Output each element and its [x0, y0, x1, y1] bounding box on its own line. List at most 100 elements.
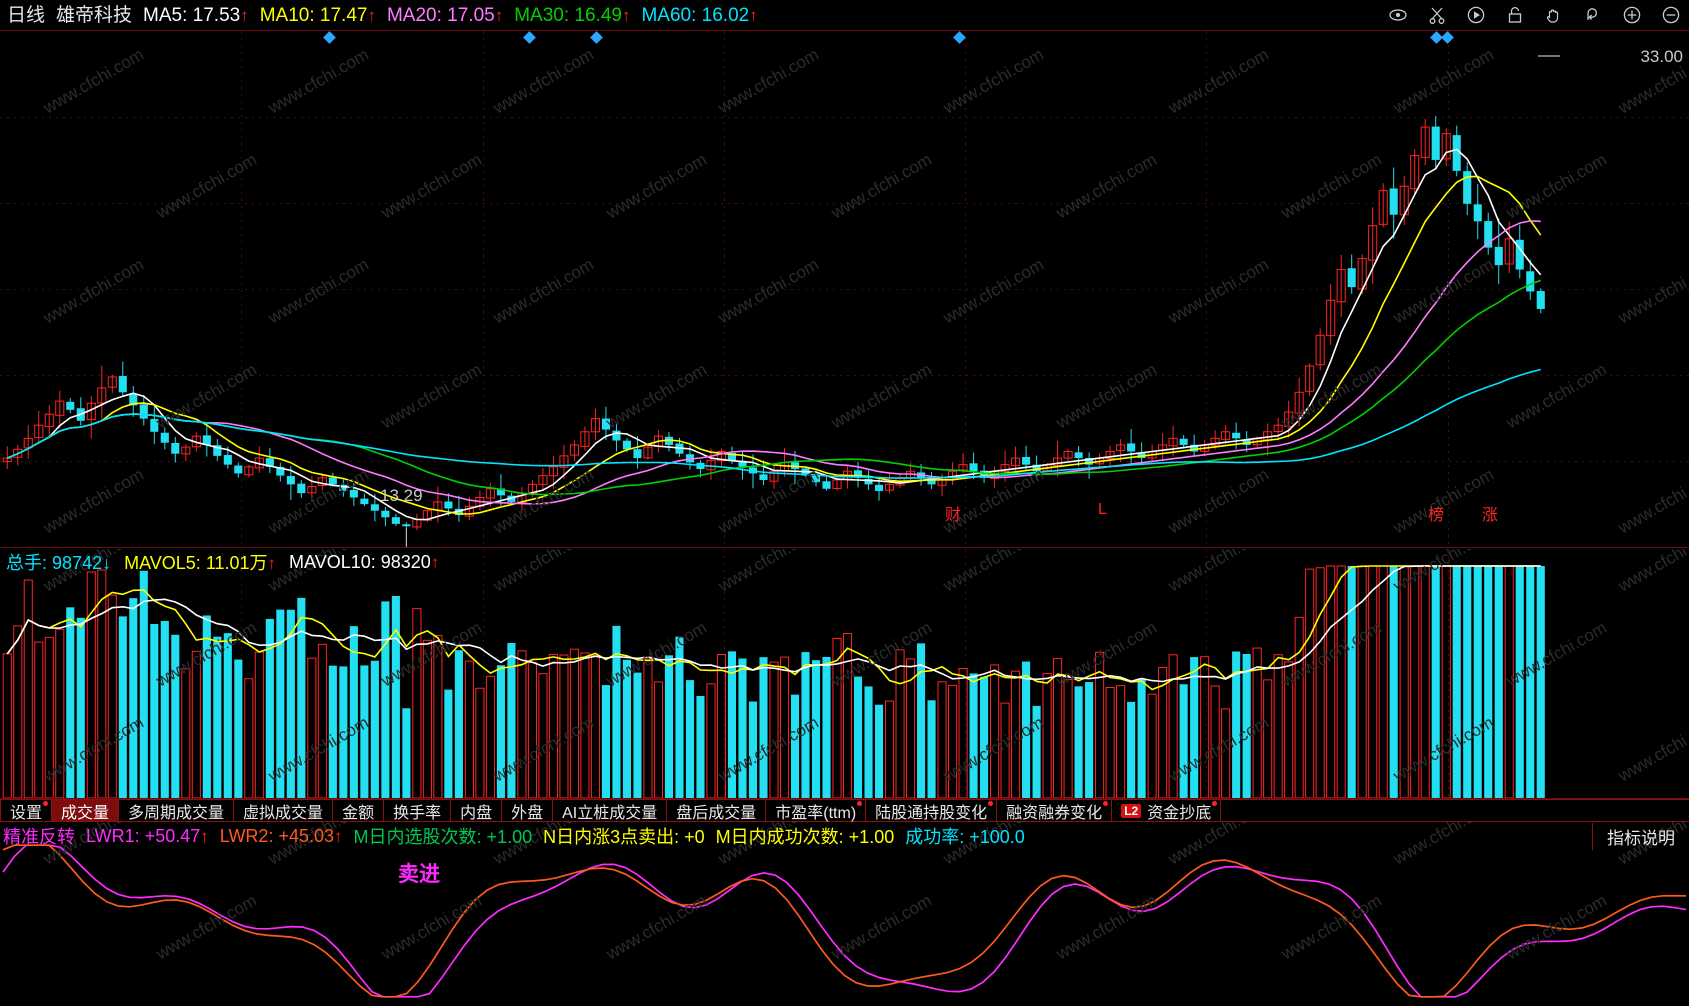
tab-label: 换手率	[393, 804, 442, 822]
lwr-chart-canvas[interactable]: www.cfchi.com www.cfchi.com www.cfchi.com w…	[0, 822, 1689, 1006]
ma30-arrow: ↑	[621, 5, 631, 25]
tab-13[interactable]: L2 资金抄底	[1112, 800, 1222, 822]
tab-8[interactable]: AI立桩成交量	[553, 800, 668, 822]
unlock-icon[interactable]	[1505, 5, 1525, 25]
lwr1-readout: LWR1: +50.47↑	[86, 826, 209, 847]
mavol5-readout: MAVOL5: 11.01万↑	[124, 549, 276, 575]
zoom-in-icon[interactable]	[1622, 5, 1642, 25]
chart-annotation: L	[1098, 501, 1107, 518]
ma60-value: 16.02	[701, 4, 750, 26]
volume-header: 总手: 98742↓ MAVOL5: 11.01万↑ MAVOL10: 9832…	[0, 549, 1689, 575]
success-rate-readout: 成功率: +100.0	[905, 823, 1025, 849]
lwr2-value: +45.03	[278, 825, 335, 846]
n-day-sell-value: +0	[684, 827, 705, 847]
tab-label: 盘后成交量	[676, 804, 757, 822]
ma60-readout: MA60: 16.02↑	[641, 6, 757, 25]
chart-annotation: 榜	[1428, 507, 1445, 524]
lwr1-arrow: ↑	[200, 826, 209, 846]
ma10-value: 17.47	[319, 4, 368, 26]
n-day-sell-readout: N日内涨3点卖出: +0	[543, 823, 705, 849]
tab-4[interactable]: 金额	[333, 800, 385, 822]
tab-label: 设置	[10, 804, 43, 822]
ma20-readout: MA20: 17.05↑	[387, 6, 503, 25]
tab-label: 多周期成交量	[128, 804, 225, 822]
mavol5-label: MAVOL5:	[124, 553, 201, 573]
tab-12[interactable]: 融资融券变化	[997, 800, 1113, 822]
lwr-indicator-pane[interactable]: www.cfchi.com www.cfchi.com www.cfchi.com w…	[0, 822, 1689, 1006]
undo-icon[interactable]	[1583, 5, 1603, 25]
tab-label: 资金抄底	[1147, 804, 1212, 822]
price-chart-canvas[interactable]: www.cfchi.com www.cfchi.com www.cfchi.com w…	[0, 31, 1689, 547]
scissors-icon[interactable]	[1427, 5, 1447, 25]
tab-10[interactable]: 市盈率(ttm)	[766, 800, 867, 822]
mavol10-value: 98320	[380, 551, 431, 572]
mavol10-arrow: ↑	[430, 552, 440, 572]
tab-notification-dot	[1212, 801, 1218, 806]
period-label[interactable]: 日线	[7, 4, 46, 26]
tab-label: 陆股通持股变化	[875, 804, 988, 822]
tab-1[interactable]: 成交量	[52, 800, 120, 822]
stock-name-label[interactable]: 雄帝科技	[56, 4, 133, 26]
tab-3[interactable]: 虚拟成交量	[234, 800, 334, 822]
mavol10-label: MAVOL10:	[289, 551, 376, 572]
price-chart-pane[interactable]: www.cfchi.com www.cfchi.com www.cfchi.com w…	[0, 30, 1689, 548]
volume-bar-chart	[2, 549, 1545, 798]
chart-annotation: 财	[945, 507, 962, 524]
tab-2[interactable]: 多周期成交量	[119, 800, 235, 822]
zoom-out-icon[interactable]	[1661, 5, 1681, 25]
ma20-label: MA20:	[386, 4, 442, 26]
indicator-tab-bar[interactable]: 设置 成交量 多周期成交量 虚拟成交量 金额 换手率 内盘 外盘 AI立桩成交量 盘后成交量 市盈率…	[0, 799, 1689, 822]
ma5-arrow: ↑	[240, 5, 249, 25]
mavol5-arrow: ↑	[267, 554, 277, 573]
indicator-help-button[interactable]: 指标说明	[1592, 823, 1689, 850]
candlestick-chart	[0, 31, 1689, 547]
tab-7[interactable]: 外盘	[502, 800, 554, 822]
tab-label: AI立桩成交量	[562, 804, 658, 822]
chart-header-left: 日线 雄帝科技 MA5: 17.53↑ MA10: 17.47↑ MA20: 1…	[0, 6, 769, 25]
lwr2-readout: LWR2: +45.03↑	[220, 826, 343, 847]
tab-label: 虚拟成交量	[243, 804, 324, 822]
m-pick-count-label: M日内选股次数:	[353, 827, 482, 847]
success-rate-value: +100.0	[969, 827, 1025, 847]
total-volume-label: 总手:	[6, 553, 48, 573]
tab-notification-dot	[988, 801, 994, 806]
tab-notification-dot	[857, 801, 863, 806]
tab-5[interactable]: 换手率	[384, 800, 452, 822]
chart-annotation: 涨	[1482, 507, 1499, 524]
lwr1-value: +50.47	[144, 825, 201, 846]
tab-label: 成交量	[61, 804, 110, 822]
ma20-arrow: ↑	[494, 5, 504, 25]
tab-label: 市盈率(ttm)	[775, 804, 857, 822]
ma10-label: MA10:	[259, 4, 315, 26]
lwr2-arrow: ↑	[334, 826, 343, 846]
m-success-count-value: +1.00	[848, 827, 895, 847]
success-rate-label: 成功率:	[905, 827, 965, 847]
eye-icon[interactable]	[1388, 5, 1408, 25]
chart-toolbar	[1388, 0, 1681, 30]
ma30-value: 16.49	[574, 4, 622, 26]
l2-badge: L2	[1121, 803, 1142, 818]
tab-6[interactable]: 内盘	[451, 800, 503, 822]
sell-signal-marker: 卖进	[398, 863, 440, 886]
volume-chart-canvas[interactable]: www.cfchi.com www.cfchi.com www.cfchi.com w…	[0, 549, 1689, 798]
play-circle-icon[interactable]	[1466, 5, 1486, 25]
tab-notification-dot	[43, 801, 49, 806]
ma30-label: MA30:	[514, 4, 570, 26]
indicator-header: 精准反转 LWR1: +50.47↑ LWR2: +45.03↑ M日内选股次数…	[0, 823, 1689, 849]
m-pick-count-value: +1.00	[486, 827, 533, 847]
tab-9[interactable]: 盘后成交量	[667, 800, 767, 822]
tab-11[interactable]: 陆股通持股变化	[866, 800, 998, 822]
tab-0[interactable]: 设置	[0, 800, 53, 822]
ma5-value: 17.53	[192, 4, 241, 26]
ma20-value: 17.05	[447, 4, 495, 26]
volume-chart-pane[interactable]: www.cfchi.com www.cfchi.com www.cfchi.com w…	[0, 549, 1689, 799]
ma60-arrow: ↑	[749, 5, 758, 25]
mavol10-readout: MAVOL10: 98320↑	[289, 552, 439, 573]
tab-label: 外盘	[511, 804, 544, 822]
ma30-readout: MA30: 16.49↑	[514, 6, 630, 25]
ma5-label: MA5:	[143, 4, 188, 26]
tab-notification-dot	[1103, 801, 1109, 806]
tab-label: 融资融券变化	[1006, 804, 1103, 822]
hand-icon[interactable]	[1544, 5, 1564, 25]
